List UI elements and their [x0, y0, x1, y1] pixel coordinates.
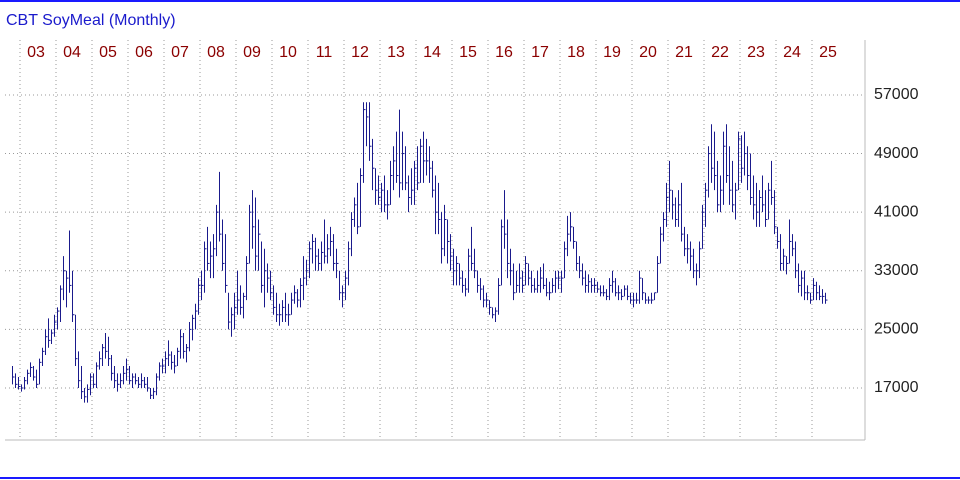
y-tick-label: 41000: [874, 203, 919, 220]
x-tick-label: 04: [63, 44, 81, 61]
x-tick-label: 21: [675, 44, 693, 61]
y-tick-label: 25000: [874, 321, 919, 338]
x-tick-label: 24: [783, 44, 801, 61]
x-tick-label: 05: [99, 44, 117, 61]
x-tick-label: 17: [531, 44, 549, 61]
x-tick-label: 16: [495, 44, 513, 61]
x-tick-label: 14: [423, 44, 441, 61]
x-tick-label: 07: [171, 44, 189, 61]
x-tick-label: 08: [207, 44, 225, 61]
x-tick-label: 09: [243, 44, 261, 61]
x-tick-label: 10: [279, 44, 297, 61]
y-tick-label: 57000: [874, 86, 919, 103]
x-tick-label: 19: [603, 44, 621, 61]
x-tick-label: 03: [27, 44, 45, 61]
x-tick-label: 23: [747, 44, 765, 61]
x-tick-label: 25: [819, 44, 837, 61]
y-tick-label: 49000: [874, 145, 919, 162]
x-tick-label: 13: [387, 44, 405, 61]
x-tick-label: 06: [135, 44, 153, 61]
x-tick-label: 18: [567, 44, 585, 61]
x-tick-label: 22: [711, 44, 729, 61]
chart-title: CBT SoyMeal (Monthly): [6, 12, 176, 29]
x-tick-label: 20: [639, 44, 657, 61]
y-tick-label: 33000: [874, 262, 919, 279]
x-tick-label: 12: [351, 44, 369, 61]
x-tick-label: 11: [316, 44, 333, 61]
y-tick-label: 17000: [874, 379, 919, 396]
x-tick-label: 15: [459, 44, 477, 61]
